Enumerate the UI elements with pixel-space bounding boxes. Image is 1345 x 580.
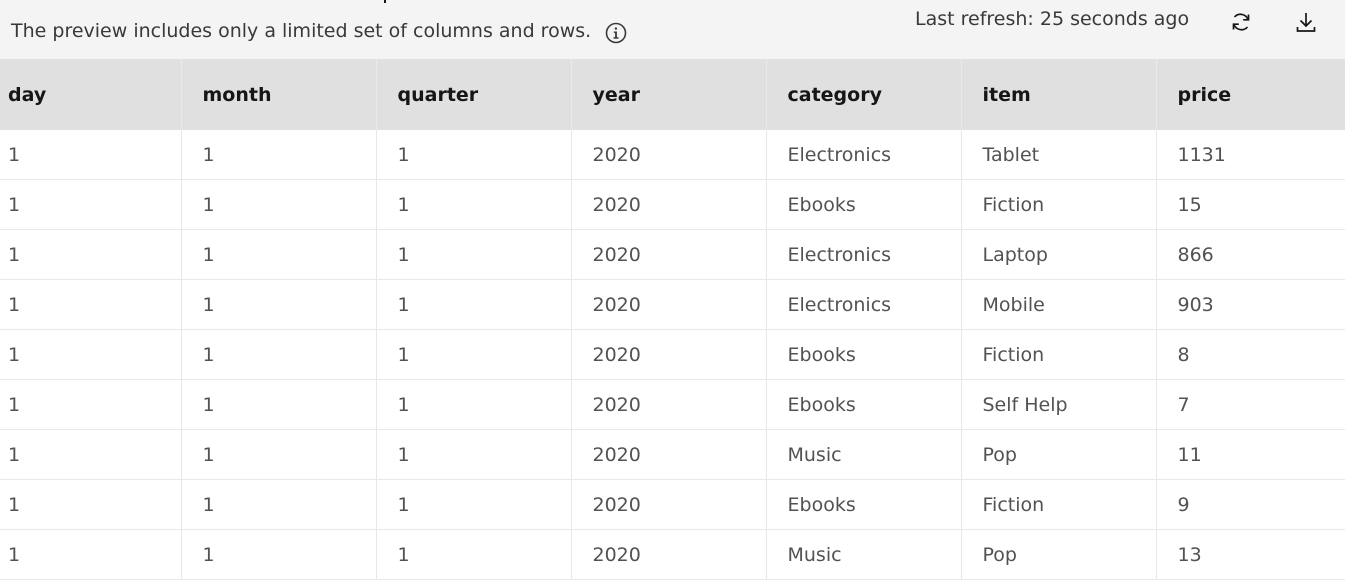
- cell-month: 1: [181, 529, 377, 580]
- cell-category: Ebooks: [766, 179, 962, 230]
- cell-quarter: 1: [376, 179, 572, 230]
- cell-price: 11: [1156, 429, 1345, 480]
- cell-month: 1: [181, 329, 377, 380]
- cell-item: Pop: [961, 529, 1157, 580]
- cell-price: 7: [1156, 379, 1345, 430]
- cell-price: 903: [1156, 279, 1345, 330]
- cell-quarter: 1: [376, 130, 572, 180]
- cell-item: Fiction: [961, 479, 1157, 530]
- table-header-row: day month quarter year category item pri…: [0, 59, 1345, 130]
- cell-price: 13: [1156, 529, 1345, 580]
- cell-category: Electronics: [766, 130, 962, 180]
- cell-item: Laptop: [961, 229, 1157, 280]
- refresh-button[interactable]: [1225, 8, 1257, 40]
- cell-item: Pop: [961, 429, 1157, 480]
- table-row: 1 1 1 2020 Electronics Laptop 866: [0, 229, 1345, 280]
- table-row: 1 1 1 2020 Music Pop 13: [0, 529, 1345, 580]
- cell-category: Ebooks: [766, 329, 962, 380]
- cell-price: 8: [1156, 329, 1345, 380]
- cell-price: 15: [1156, 179, 1345, 230]
- table-row: 1 1 1 2020 Ebooks Self Help 7: [0, 379, 1345, 430]
- preview-toolbar: The preview includes only a limited set …: [0, 0, 1345, 59]
- cell-quarter: 1: [376, 429, 572, 480]
- table-row: 1 1 1 2020 Electronics Mobile 903: [0, 279, 1345, 330]
- info-icon[interactable]: [605, 22, 627, 44]
- column-header-year[interactable]: year: [571, 59, 767, 130]
- table-row: 1 1 1 2020 Ebooks Fiction 9: [0, 479, 1345, 530]
- column-header-quarter[interactable]: quarter: [376, 59, 572, 130]
- cell-category: Music: [766, 529, 962, 580]
- cell-day: 1: [0, 479, 182, 530]
- table-row: 1 1 1 2020 Electronics Tablet 1131: [0, 130, 1345, 180]
- column-header-day[interactable]: day: [0, 59, 182, 130]
- cell-month: 1: [181, 130, 377, 180]
- cell-quarter: 1: [376, 279, 572, 330]
- cell-category: Electronics: [766, 229, 962, 280]
- cell-day: 1: [0, 179, 182, 230]
- data-preview-table: day month quarter year category item pri…: [0, 59, 1345, 580]
- cell-category: Music: [766, 429, 962, 480]
- cell-year: 2020: [571, 130, 767, 180]
- table-row: 1 1 1 2020 Ebooks Fiction 15: [0, 179, 1345, 230]
- cell-day: 1: [0, 130, 182, 180]
- table-body: 1 1 1 2020 Electronics Tablet 1131 1 1 1 2020 Ebook…: [0, 130, 1345, 580]
- cell-item: Fiction: [961, 179, 1157, 230]
- cell-day: 1: [0, 379, 182, 430]
- cell-day: 1: [0, 329, 182, 380]
- last-refresh-label: Last refresh: 25 seconds ago: [915, 8, 1190, 30]
- cell-item: Self Help: [961, 379, 1157, 430]
- table-row: 1 1 1 2020 Ebooks Fiction 8: [0, 329, 1345, 380]
- cell-month: 1: [181, 429, 377, 480]
- cell-day: 1: [0, 529, 182, 580]
- column-header-month[interactable]: month: [181, 59, 377, 130]
- cell-month: 1: [181, 479, 377, 530]
- column-header-price[interactable]: price: [1156, 59, 1345, 130]
- cell-year: 2020: [571, 229, 767, 280]
- tab-indicator: [384, 0, 386, 3]
- cell-month: 1: [181, 229, 377, 280]
- cell-year: 2020: [571, 329, 767, 380]
- cell-year: 2020: [571, 279, 767, 330]
- cell-month: 1: [181, 179, 377, 230]
- preview-notice: The preview includes only a limited set …: [11, 18, 627, 44]
- cell-item: Tablet: [961, 130, 1157, 180]
- cell-year: 2020: [571, 479, 767, 530]
- download-button[interactable]: [1290, 8, 1322, 40]
- column-header-item[interactable]: item: [961, 59, 1157, 130]
- cell-item: Mobile: [961, 279, 1157, 330]
- preview-notice-text: The preview includes only a limited set …: [11, 20, 592, 42]
- cell-year: 2020: [571, 529, 767, 580]
- cell-category: Electronics: [766, 279, 962, 330]
- cell-price: 866: [1156, 229, 1345, 280]
- cell-quarter: 1: [376, 229, 572, 280]
- cell-quarter: 1: [376, 329, 572, 380]
- cell-category: Ebooks: [766, 379, 962, 430]
- table-row: 1 1 1 2020 Music Pop 11: [0, 429, 1345, 480]
- cell-price: 9: [1156, 479, 1345, 530]
- cell-month: 1: [181, 379, 377, 430]
- cell-category: Ebooks: [766, 479, 962, 530]
- column-header-category[interactable]: category: [766, 59, 962, 130]
- cell-quarter: 1: [376, 479, 572, 530]
- cell-price: 1131: [1156, 130, 1345, 180]
- download-icon: [1294, 10, 1318, 38]
- cell-item: Fiction: [961, 329, 1157, 380]
- cell-quarter: 1: [376, 529, 572, 580]
- cell-quarter: 1: [376, 379, 572, 430]
- cell-year: 2020: [571, 379, 767, 430]
- cell-day: 1: [0, 429, 182, 480]
- cell-day: 1: [0, 229, 182, 280]
- cell-year: 2020: [571, 179, 767, 230]
- cell-day: 1: [0, 279, 182, 330]
- refresh-icon: [1229, 10, 1253, 38]
- table-header: day month quarter year category item pri…: [0, 59, 1345, 130]
- cell-year: 2020: [571, 429, 767, 480]
- cell-month: 1: [181, 279, 377, 330]
